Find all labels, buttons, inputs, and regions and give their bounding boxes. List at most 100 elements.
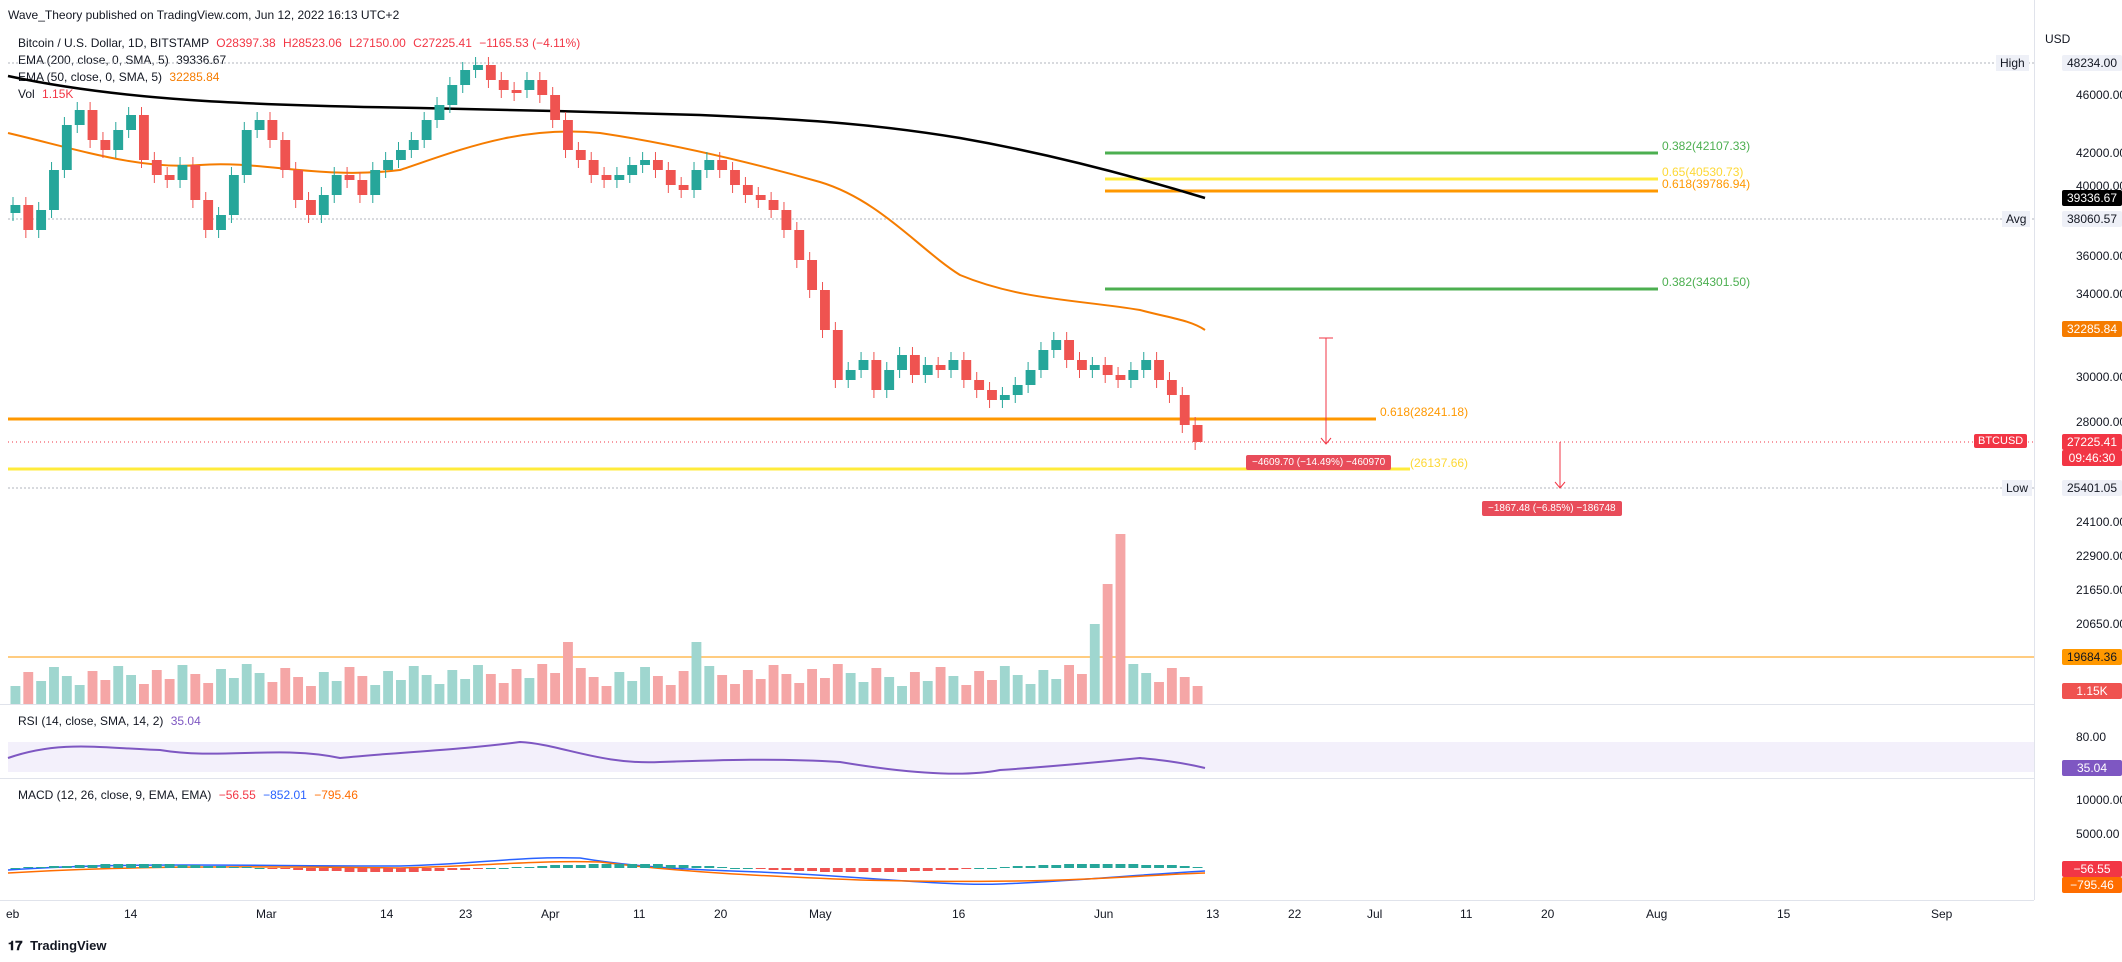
candle[interactable] [49, 170, 59, 210]
chart-canvas[interactable]: 0.382(42107.33) 0.65(40530.73) 0.618(397… [0, 0, 2034, 900]
candle[interactable] [897, 355, 907, 370]
candle[interactable] [280, 140, 291, 170]
candle[interactable] [511, 90, 522, 93]
candle[interactable] [126, 115, 136, 130]
candle[interactable] [601, 175, 612, 180]
candle[interactable] [974, 380, 985, 390]
candle[interactable] [473, 65, 483, 70]
candle[interactable] [935, 365, 946, 370]
candle[interactable] [395, 150, 406, 160]
candle[interactable] [871, 360, 882, 390]
candle[interactable] [254, 120, 265, 130]
candle[interactable] [1038, 350, 1049, 370]
candle[interactable] [1115, 375, 1126, 380]
candle[interactable] [331, 175, 342, 195]
candle[interactable] [408, 140, 419, 150]
candle[interactable] [74, 110, 85, 125]
macd-legend[interactable]: MACD (12, 26, close, 9, EMA, EMA) −56.55… [18, 788, 358, 802]
candle[interactable] [652, 160, 663, 170]
candle[interactable] [203, 200, 214, 230]
candle[interactable] [460, 70, 471, 85]
candle[interactable] [987, 390, 997, 400]
candle[interactable] [267, 120, 278, 140]
candle[interactable] [1102, 365, 1113, 375]
candle[interactable] [999, 395, 1010, 400]
candle[interactable] [370, 170, 381, 195]
candle[interactable] [884, 370, 895, 390]
main-legend[interactable]: Bitcoin / U.S. Dollar, 1D, BITSTAMP O283… [18, 36, 580, 50]
candle[interactable] [306, 200, 316, 215]
candle[interactable] [678, 185, 689, 190]
candle[interactable] [909, 355, 920, 375]
candle[interactable] [730, 170, 740, 185]
candle[interactable] [36, 210, 47, 230]
candle[interactable] [755, 195, 766, 200]
candle[interactable] [10, 205, 21, 213]
candle[interactable] [717, 160, 728, 170]
candle[interactable] [23, 205, 34, 230]
candle[interactable] [485, 65, 496, 80]
tradingview-brand[interactable]: 𝟏𝟕 TradingView [8, 938, 106, 954]
candle[interactable] [87, 110, 98, 140]
candle[interactable] [383, 160, 393, 170]
volume-series[interactable] [10, 534, 1203, 704]
candle[interactable] [858, 360, 869, 370]
candle[interactable] [627, 165, 638, 175]
candle[interactable] [807, 260, 818, 290]
ema50-line[interactable] [7, 130, 1206, 331]
candle[interactable] [61, 125, 72, 170]
candle[interactable] [948, 360, 959, 370]
candlestick-series[interactable] [10, 57, 1203, 450]
candle[interactable] [113, 130, 124, 150]
candle[interactable] [588, 160, 599, 175]
candle[interactable] [550, 95, 561, 120]
candle[interactable] [614, 175, 625, 180]
candle[interactable] [164, 175, 175, 180]
candle[interactable] [228, 175, 239, 215]
candle[interactable] [742, 185, 753, 195]
candle[interactable] [100, 140, 111, 150]
candle[interactable] [768, 200, 779, 210]
candle[interactable] [177, 165, 188, 180]
ema200-line[interactable] [7, 74, 1206, 200]
candle[interactable] [447, 85, 458, 105]
candle[interactable] [1025, 370, 1036, 385]
macd-pane-separator[interactable] [0, 778, 2034, 779]
candle[interactable] [216, 215, 226, 230]
candle[interactable] [537, 80, 548, 95]
candle[interactable] [665, 170, 676, 185]
candle[interactable] [1077, 360, 1087, 370]
candle[interactable] [318, 195, 329, 215]
candle[interactable] [691, 170, 702, 190]
candle[interactable] [704, 160, 715, 170]
candle[interactable] [1192, 425, 1203, 442]
candle[interactable] [151, 160, 162, 175]
candle[interactable] [1179, 395, 1190, 425]
candle[interactable] [524, 80, 535, 90]
candle[interactable] [293, 170, 304, 200]
macd-signal-line[interactable] [7, 860, 1206, 883]
candle[interactable] [421, 120, 432, 140]
rsi-line[interactable] [7, 740, 1206, 775]
rsi-pane-separator[interactable] [0, 704, 2034, 705]
candle[interactable] [1051, 340, 1062, 350]
candle[interactable] [575, 150, 586, 160]
macd-line[interactable] [7, 856, 1206, 885]
candle[interactable] [498, 80, 509, 90]
candle[interactable] [1141, 360, 1152, 370]
candle[interactable] [845, 370, 856, 380]
candle[interactable] [922, 365, 933, 375]
candle[interactable] [961, 360, 972, 380]
volume-legend[interactable]: Vol 1.15K [18, 87, 73, 101]
candle[interactable] [138, 115, 149, 160]
candle[interactable] [1128, 370, 1139, 380]
candle[interactable] [434, 105, 445, 120]
candle[interactable] [563, 120, 573, 150]
price-axis[interactable]: USD 46000.00 42000.00 40000.00 36000.00 … [2034, 0, 2122, 900]
rsi-legend[interactable]: RSI (14, close, SMA, 14, 2) 35.04 [18, 714, 201, 728]
candle[interactable] [357, 180, 368, 195]
candle[interactable] [1064, 340, 1075, 360]
time-axis[interactable]: eb 14 Mar 14 23 Apr 11 20 May 16 Jun 13 … [0, 900, 2034, 927]
ema50-legend[interactable]: EMA (50, close, 0, SMA, 5) 32285.84 [18, 70, 219, 84]
candle[interactable] [781, 210, 792, 230]
